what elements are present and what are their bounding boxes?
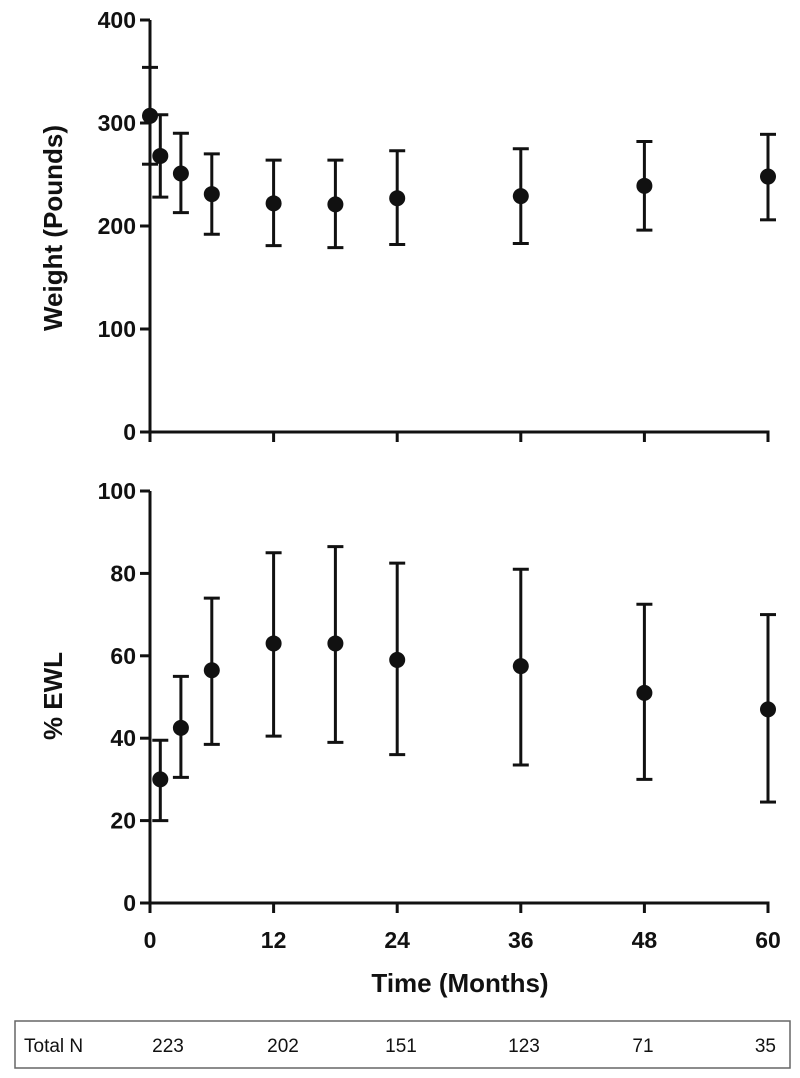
x-axis-title: Time (Months) [371,968,548,998]
weight-data-point [265,195,282,212]
total-n-value: 71 [632,1036,653,1057]
ewl-y-tick-label: 100 [98,478,136,504]
ewl-y-tick-label: 20 [110,808,136,834]
ewl-data-point [636,684,653,701]
weight-data-point [389,190,406,207]
weight-data-point [142,107,158,124]
ewl-data-point [760,701,776,718]
total-n-label: Total N [24,1036,83,1057]
ewl-data-point [512,658,529,675]
ewl-y-tick-label: 0 [123,890,136,916]
ewl-data-point [152,771,169,788]
weight-y-tick-label: 100 [98,316,136,342]
total-n-value: 35 [755,1036,776,1057]
total-n-value: 151 [385,1036,417,1057]
weight-y-tick-label: 300 [98,110,136,136]
ewl-data-point [389,651,406,668]
ewl-x-tick-label: 48 [632,927,658,953]
ewl-x-tick-label: 24 [384,927,410,953]
weight-data-point [327,196,344,213]
ewl-data-point [203,662,220,679]
ewl-x-tick-label: 12 [261,927,287,953]
ewl-data-point [327,635,344,652]
total-n-value: 223 [152,1036,184,1057]
weight-y-axis-title: Weight (Pounds) [38,125,68,331]
ewl-panel: 0 20 40 60 80 100 0 12 24 36 48 60 [98,478,781,953]
ewl-y-tick-label: 60 [110,643,136,669]
weight-data-point [172,165,189,182]
ewl-x-tick-label: 60 [755,927,781,953]
weight-y-tick-label: 400 [98,7,136,33]
total-n-value: 202 [267,1036,299,1057]
ewl-y-axis-title: % EWL [38,652,68,740]
weight-panel: 0 100 200 300 400 [98,7,776,445]
weight-y-tick-label: 0 [123,419,136,445]
total-n-table-border [14,1020,791,1069]
weight-y-tick-label: 200 [98,213,136,239]
total-n-table: Total N 223 202 151 123 71 35 [14,1020,791,1069]
ewl-x-tick-label: 0 [144,927,157,953]
weight-data-point [152,147,169,164]
ewl-y-tick-label: 80 [110,560,136,586]
weight-data-point [512,188,529,205]
total-n-value: 123 [508,1036,540,1057]
ewl-data-point [265,635,282,652]
weight-data-point [760,168,776,185]
ewl-y-tick-label: 40 [110,725,136,751]
ewl-data-point [172,719,189,736]
weight-data-point [636,177,653,194]
weight-data-point [203,186,220,203]
ewl-x-tick-label: 36 [508,927,534,953]
